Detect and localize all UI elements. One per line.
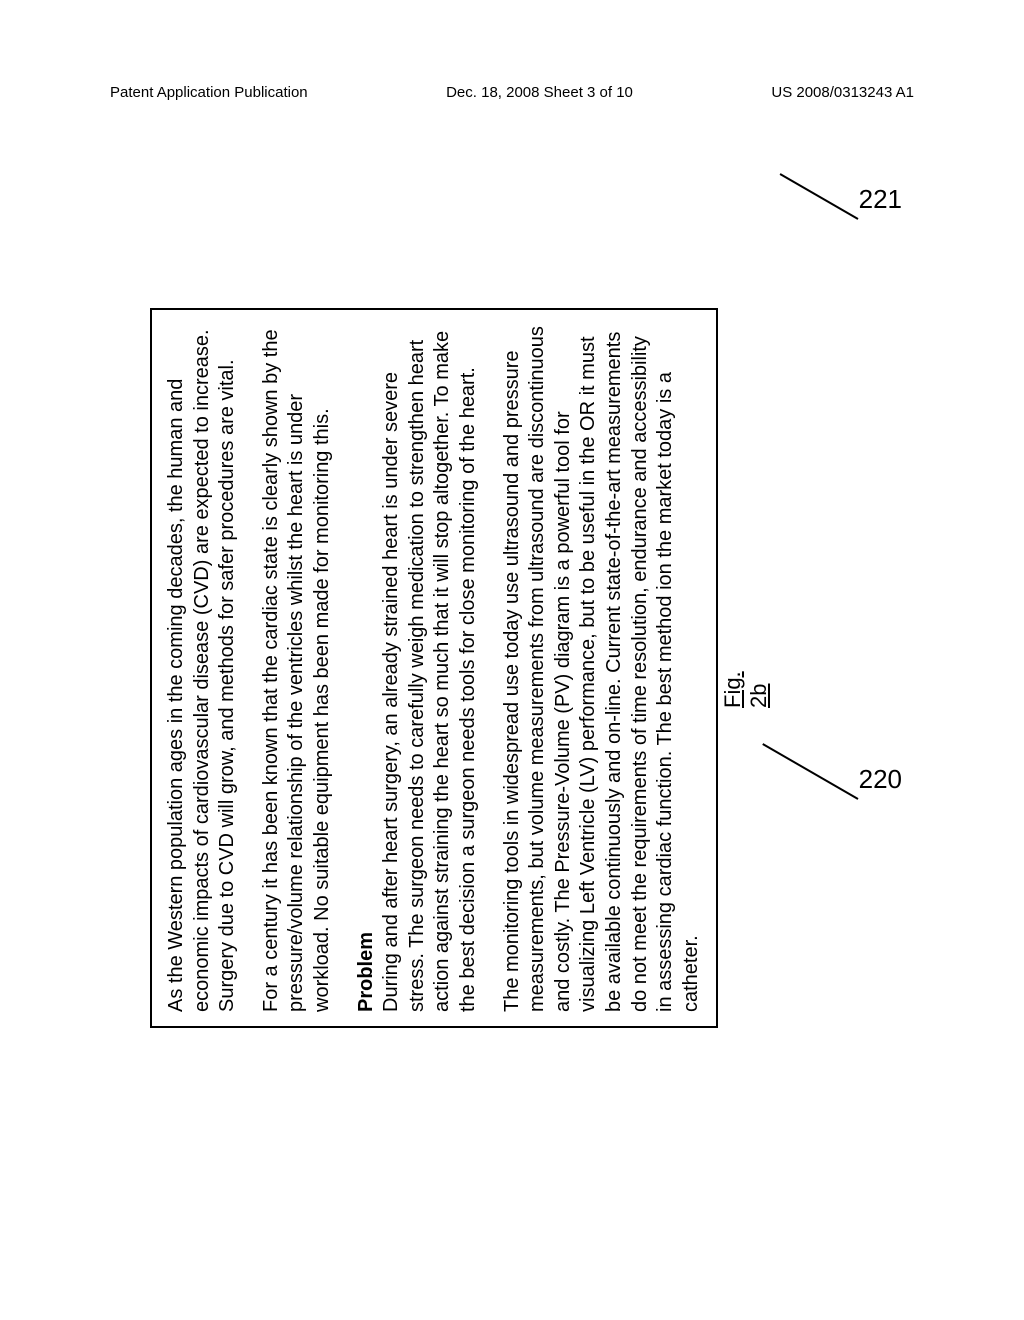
callout-220: 220	[859, 764, 902, 795]
problem-heading: Problem	[355, 932, 377, 1012]
callout-220-leader	[762, 743, 858, 800]
document-text-box: As the Western population ages in the co…	[150, 308, 718, 1028]
page-header: Patent Application Publication Dec. 18, …	[110, 84, 914, 101]
header-publication: Patent Application Publication	[110, 84, 308, 101]
callout-221-leader	[780, 173, 859, 220]
callout-221: 221	[859, 184, 902, 215]
paragraph-problem: During and after heart surgery, an alrea…	[379, 324, 481, 1012]
page: Patent Application Publication Dec. 18, …	[0, 0, 1024, 1320]
header-pub-number: US 2008/0313243 A1	[771, 84, 914, 101]
figure-area: As the Western population ages in the co…	[120, 158, 880, 1058]
paragraph-monitoring: The monitoring tools in widespread use t…	[500, 324, 705, 1012]
figure-label: Fig. 2b	[720, 671, 772, 708]
paragraph-intro: As the Western population ages in the co…	[164, 324, 241, 1012]
paragraph-background: For a century it has been known that the…	[259, 324, 336, 1012]
header-date-sheet: Dec. 18, 2008 Sheet 3 of 10	[446, 84, 633, 101]
